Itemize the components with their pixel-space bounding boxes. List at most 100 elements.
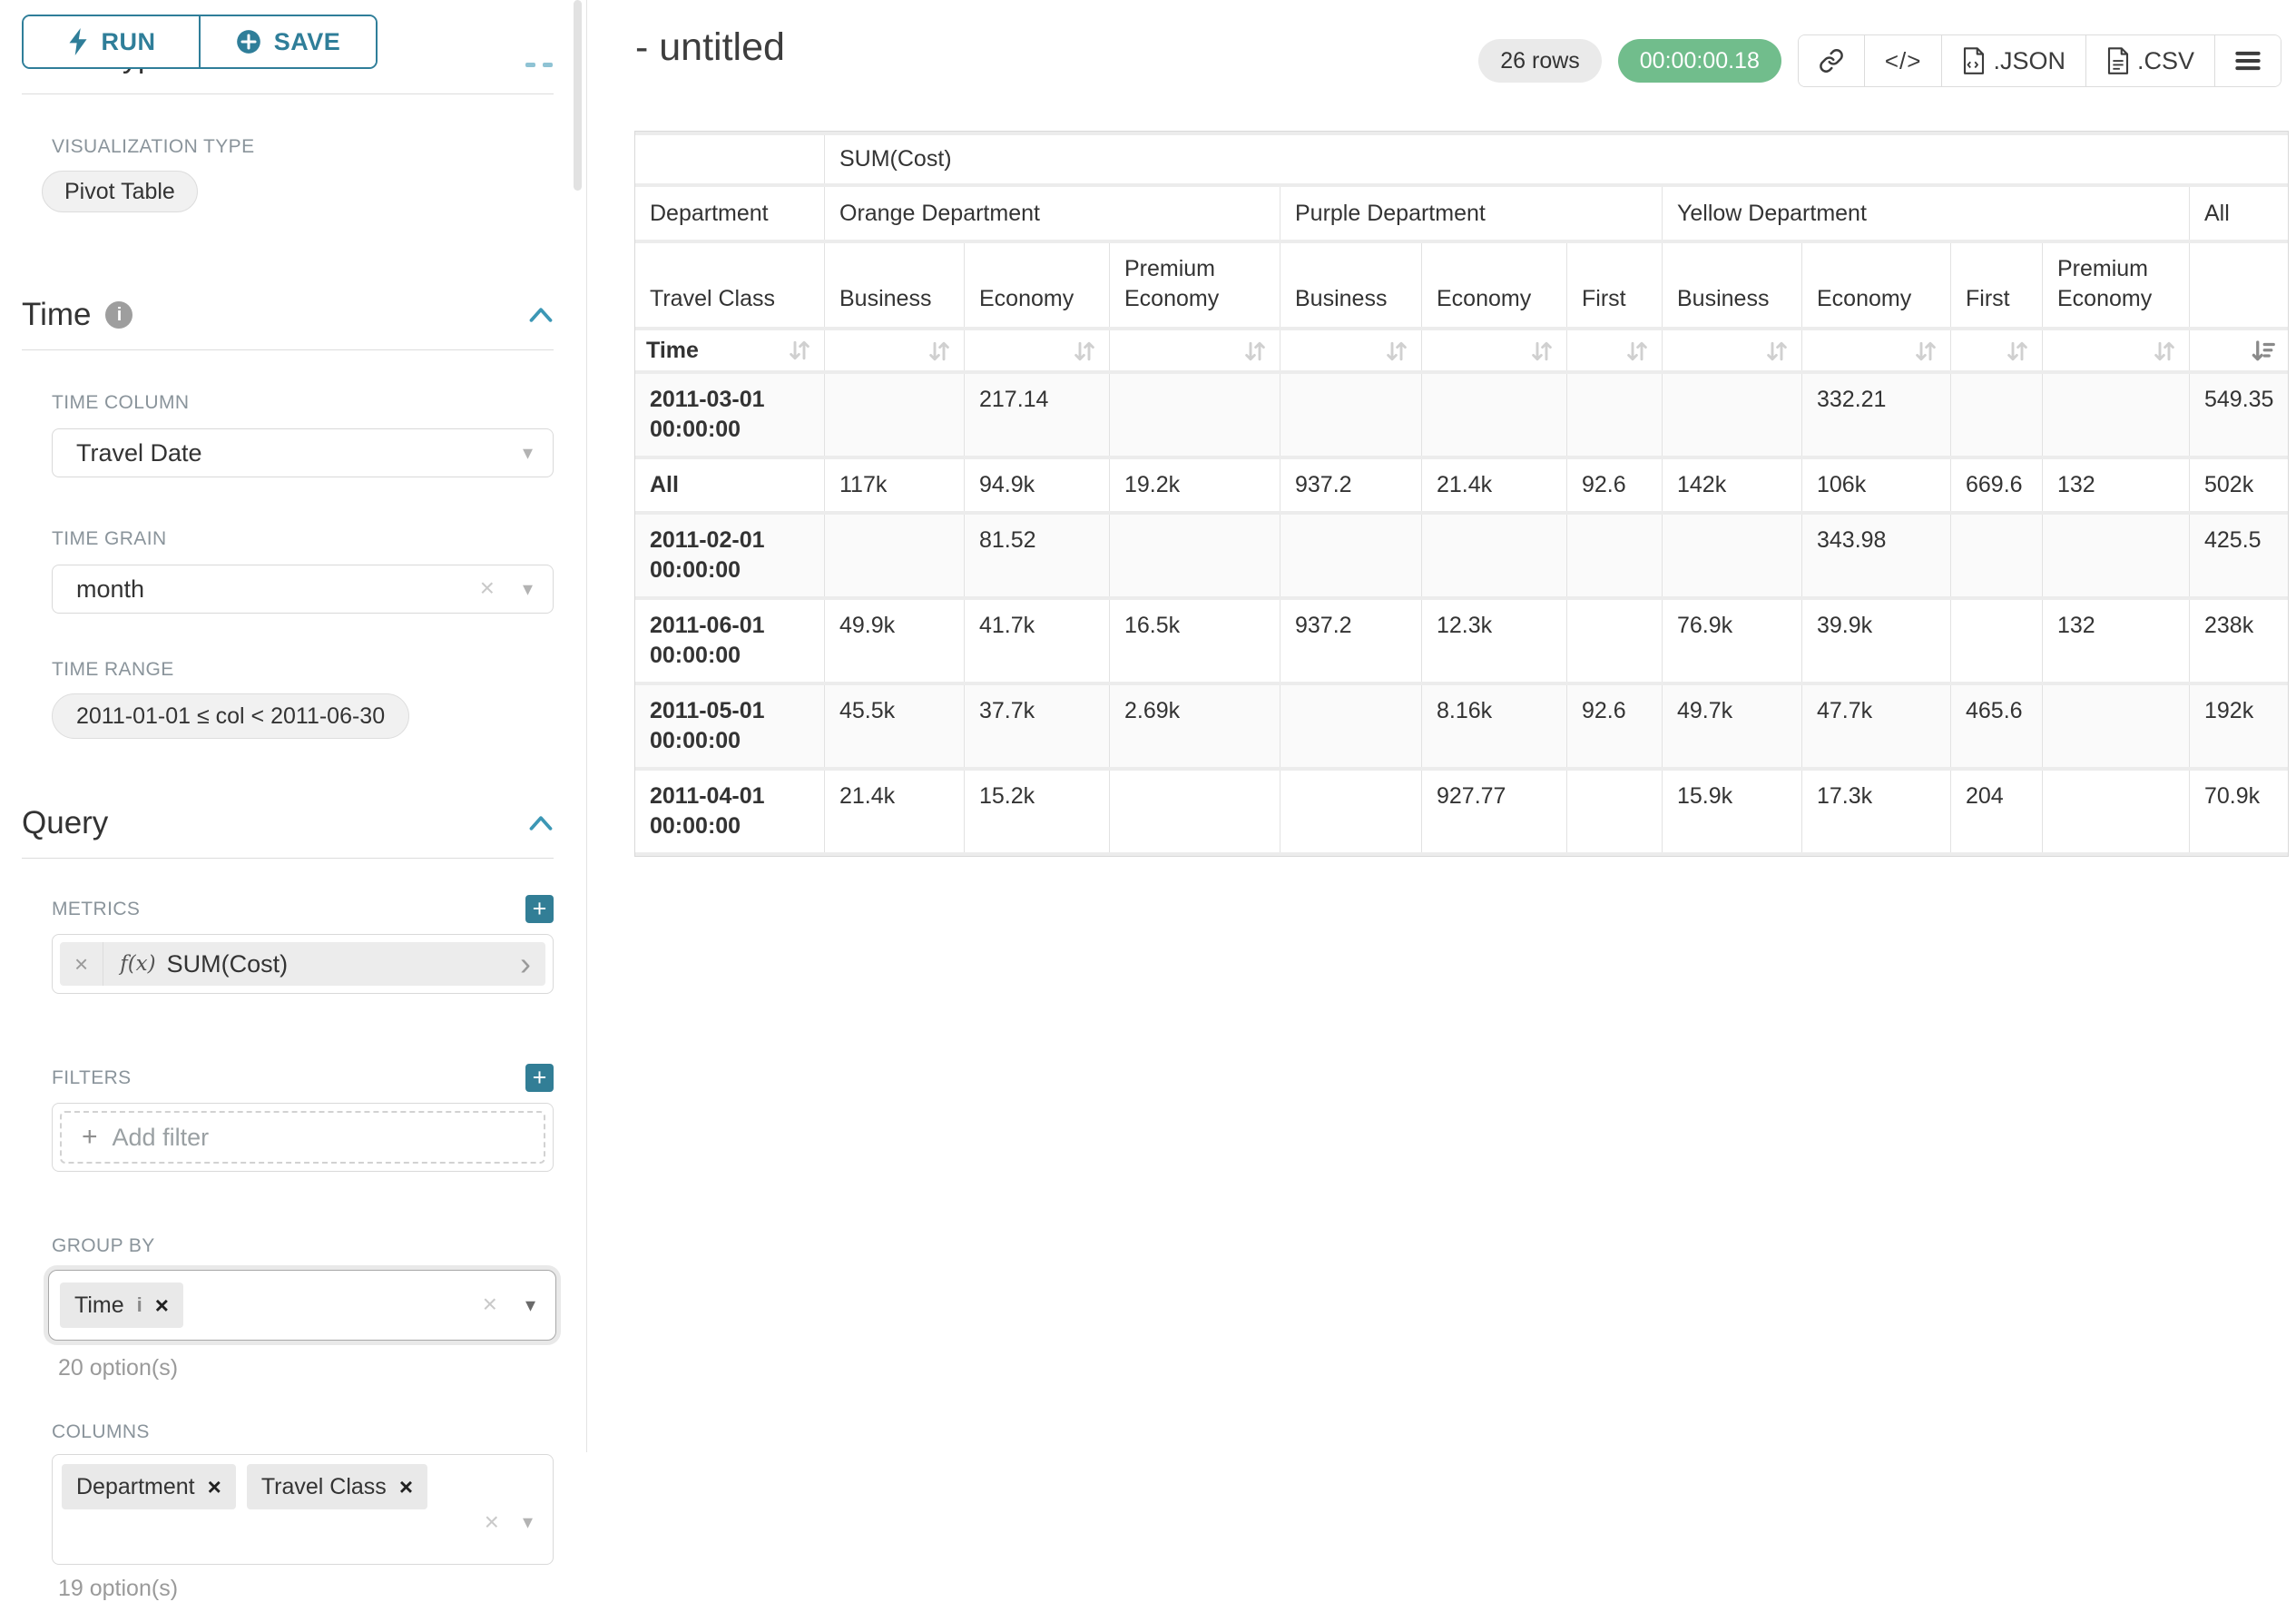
- sort-icon[interactable]: [1383, 338, 1410, 365]
- row-label: 2011-05-01 00:00:00: [635, 685, 825, 767]
- clear-icon[interactable]: ×: [483, 1290, 497, 1319]
- remove-chip-icon[interactable]: ×: [399, 1473, 413, 1501]
- sort-icon[interactable]: [1528, 338, 1555, 365]
- table-row: All 117k 94.9k 19.2k 937.2 21.4k 92.6 14…: [635, 459, 2288, 511]
- columns-chip-department[interactable]: Department ×: [62, 1464, 236, 1509]
- time-range-label: TIME RANGE: [52, 659, 586, 681]
- embed-code-button[interactable]: </>: [1864, 35, 1942, 86]
- viz-type-pill[interactable]: Pivot Table: [42, 171, 198, 212]
- chevron-down-icon: ▾: [523, 577, 533, 601]
- chevron-down-icon[interactable]: ▾: [523, 1510, 533, 1534]
- sort-column-cell[interactable]: [1110, 330, 1280, 370]
- remove-chip-icon[interactable]: ×: [208, 1473, 221, 1501]
- group-by-select[interactable]: Time i × × ▾: [48, 1270, 556, 1341]
- cell: [2043, 515, 2190, 596]
- sort-column-cell[interactable]: [1567, 330, 1663, 370]
- clear-icon[interactable]: ×: [480, 574, 495, 603]
- cell: [1663, 374, 1802, 456]
- filters-header-row: FILTERS +: [52, 1064, 554, 1092]
- plus-icon: +: [82, 1122, 98, 1153]
- metric-header: SUM(Cost): [825, 135, 2288, 183]
- cell: 549.35: [2190, 374, 2288, 456]
- cell: [1280, 515, 1422, 596]
- cell: [1110, 374, 1280, 456]
- time-grain-select[interactable]: month × ▾: [52, 565, 554, 614]
- cell: 15.2k: [965, 771, 1110, 852]
- cell: [1567, 515, 1663, 596]
- chevron-right-icon[interactable]: ›: [520, 948, 545, 980]
- run-save-button-group: RUN SAVE: [22, 15, 378, 69]
- remove-metric-icon[interactable]: ×: [60, 942, 103, 986]
- add-metric-button[interactable]: +: [525, 895, 554, 923]
- visualization-type-label: VISUALIZATION TYPE: [52, 136, 586, 158]
- sort-icon[interactable]: [1624, 338, 1651, 365]
- save-button[interactable]: SAVE: [199, 16, 376, 67]
- chevron-down-icon[interactable]: ▾: [525, 1293, 535, 1317]
- sort-time-cell[interactable]: Time: [635, 330, 825, 370]
- add-filter-label: Add filter: [113, 1124, 210, 1152]
- cell: 49.7k: [1663, 685, 1802, 767]
- row-label: All: [635, 459, 825, 511]
- query-timer-badge: 00:00:00.18: [1618, 39, 1781, 83]
- cell: [1110, 771, 1280, 852]
- sort-column-cell[interactable]: [2043, 330, 2190, 370]
- group-by-chip[interactable]: Time i ×: [60, 1283, 183, 1328]
- remove-chip-icon[interactable]: ×: [155, 1292, 169, 1320]
- sort-column-cell[interactable]: [1663, 330, 1802, 370]
- export-csv-button[interactable]: .CSV: [2085, 35, 2214, 86]
- cell: 502k: [2190, 459, 2288, 511]
- col-header: Business: [825, 243, 965, 327]
- export-json-button[interactable]: .JSON: [1941, 35, 2085, 86]
- sort-column-cell[interactable]: [965, 330, 1110, 370]
- cell: [825, 374, 965, 456]
- metrics-container: × f(x) SUM(Cost) ›: [52, 934, 554, 994]
- code-icon: </>: [1885, 47, 1922, 75]
- sort-icon[interactable]: [2004, 338, 2031, 365]
- more-menu-button[interactable]: [2214, 35, 2281, 86]
- sort-icon[interactable]: [1912, 338, 1939, 365]
- sort-column-cell[interactable]: [1951, 330, 2043, 370]
- cell: 937.2: [1280, 600, 1422, 682]
- sort-column-cell-active[interactable]: [2190, 330, 2288, 370]
- sort-icon[interactable]: [786, 337, 813, 364]
- divider: [22, 858, 554, 859]
- cell: [2043, 374, 2190, 456]
- sidebar-scrollbar[interactable]: [574, 0, 582, 191]
- query-section-header: Query: [22, 805, 554, 841]
- add-filter-plus-button[interactable]: +: [525, 1064, 554, 1092]
- sort-column-cell[interactable]: [1802, 330, 1951, 370]
- table-row: 2011-02-01 00:00:00 81.52 343.98 425.5: [635, 515, 2288, 596]
- sort-descending-icon[interactable]: [2250, 338, 2277, 365]
- time-range-pill[interactable]: 2011-01-01 ≤ col < 2011-06-30: [52, 693, 409, 739]
- col-header: [2190, 243, 2288, 327]
- sort-column-cell[interactable]: [825, 330, 965, 370]
- metric-chip[interactable]: × f(x) SUM(Cost) ›: [60, 942, 545, 986]
- clear-icon[interactable]: ×: [485, 1508, 499, 1537]
- columns-label: COLUMNS: [52, 1421, 586, 1443]
- col-group-orange: Orange Department: [825, 187, 1280, 240]
- cell: 45.5k: [825, 685, 965, 767]
- columns-chip-travel-class[interactable]: Travel Class ×: [247, 1464, 427, 1509]
- run-button[interactable]: RUN: [24, 16, 199, 67]
- info-icon[interactable]: i: [105, 301, 132, 329]
- sort-icon[interactable]: [1241, 338, 1269, 365]
- table-row: 2011-03-01 00:00:00 217.14 332.21 549.35: [635, 374, 2288, 456]
- divider: [22, 93, 554, 94]
- add-filter-button[interactable]: + Add filter: [60, 1111, 545, 1164]
- col-group-yellow: Yellow Department: [1663, 187, 2190, 240]
- sort-column-cell[interactable]: [1422, 330, 1567, 370]
- table-row: 2011-04-01 00:00:00 21.4k 15.2k 927.77 1…: [635, 771, 2288, 852]
- col-group-all: All: [2190, 187, 2288, 240]
- cell: 204: [1951, 771, 2043, 852]
- share-link-button[interactable]: [1799, 35, 1864, 86]
- sort-column-cell[interactable]: [1280, 330, 1422, 370]
- sort-icon[interactable]: [1071, 338, 1098, 365]
- columns-select[interactable]: Department × Travel Class × × ▾: [52, 1454, 554, 1565]
- time-column-select[interactable]: Travel Date ▾: [52, 428, 554, 477]
- export-button-group: </> .JSON .CSV: [1798, 34, 2281, 87]
- sort-icon[interactable]: [926, 338, 953, 365]
- chevron-up-icon[interactable]: [528, 813, 554, 833]
- sort-icon[interactable]: [1763, 338, 1791, 365]
- chevron-up-icon[interactable]: [528, 305, 554, 325]
- sort-icon[interactable]: [2151, 338, 2178, 365]
